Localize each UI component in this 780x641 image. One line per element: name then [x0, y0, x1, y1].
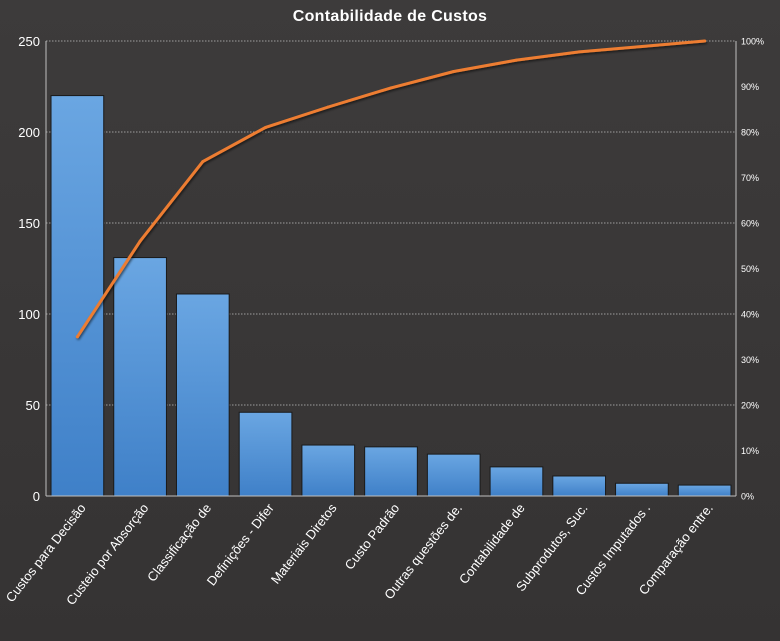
x-tick-label: Definições - Difer [204, 500, 278, 588]
x-tick-label: Materiais Diretos [268, 500, 340, 586]
line-point [514, 58, 518, 62]
y2-tick-label: 50% [741, 264, 759, 274]
line-point [640, 44, 644, 48]
bar [677, 484, 732, 497]
bar [50, 95, 105, 497]
chart-title: Contabilidade de Custos [292, 8, 488, 25]
bar [489, 466, 544, 497]
y-tick-label: 100 [18, 307, 40, 322]
bar [301, 444, 356, 497]
x-tick-label: Classificação de [144, 501, 214, 585]
line-point [326, 105, 330, 109]
bar [113, 257, 167, 497]
y2-tick-label: 80% [741, 128, 759, 138]
bars [50, 95, 732, 497]
bar [238, 411, 293, 497]
bar [426, 453, 481, 497]
bar [364, 446, 418, 497]
bar [175, 293, 230, 497]
y2-tick-label: 10% [741, 446, 759, 456]
line-point [703, 39, 707, 43]
line-point [577, 50, 581, 54]
y2-tick-label: 70% [741, 173, 759, 183]
y2-tick-label: 30% [741, 355, 759, 365]
y2-tick-label: 0% [741, 492, 754, 502]
axes [45, 41, 737, 497]
y2-tick-label: 100% [741, 37, 764, 47]
line-point [75, 335, 79, 339]
line-point [138, 239, 142, 243]
cumulative-line [75, 39, 707, 339]
y-tick-label: 50 [26, 398, 40, 413]
x-tick-label: Contabilidade de [456, 501, 528, 587]
line-point [452, 69, 456, 73]
y2-tick-label: 60% [741, 219, 759, 229]
y2-tick-label: 90% [741, 82, 759, 92]
line-point [264, 125, 268, 129]
y2-tick-label: 40% [741, 310, 759, 320]
bar [615, 482, 669, 497]
y2-tick-label: 20% [741, 401, 759, 411]
x-tick-label: Custo Padrão [342, 501, 403, 573]
bar [552, 475, 607, 497]
y-tick-label: 150 [18, 216, 40, 231]
y-tick-label: 200 [18, 125, 40, 140]
y-tick-label: 250 [18, 34, 40, 49]
line-point [201, 160, 205, 164]
line-point [389, 86, 393, 90]
y-tick-label: 0 [33, 489, 40, 504]
cumulative-percent-line [75, 39, 707, 339]
